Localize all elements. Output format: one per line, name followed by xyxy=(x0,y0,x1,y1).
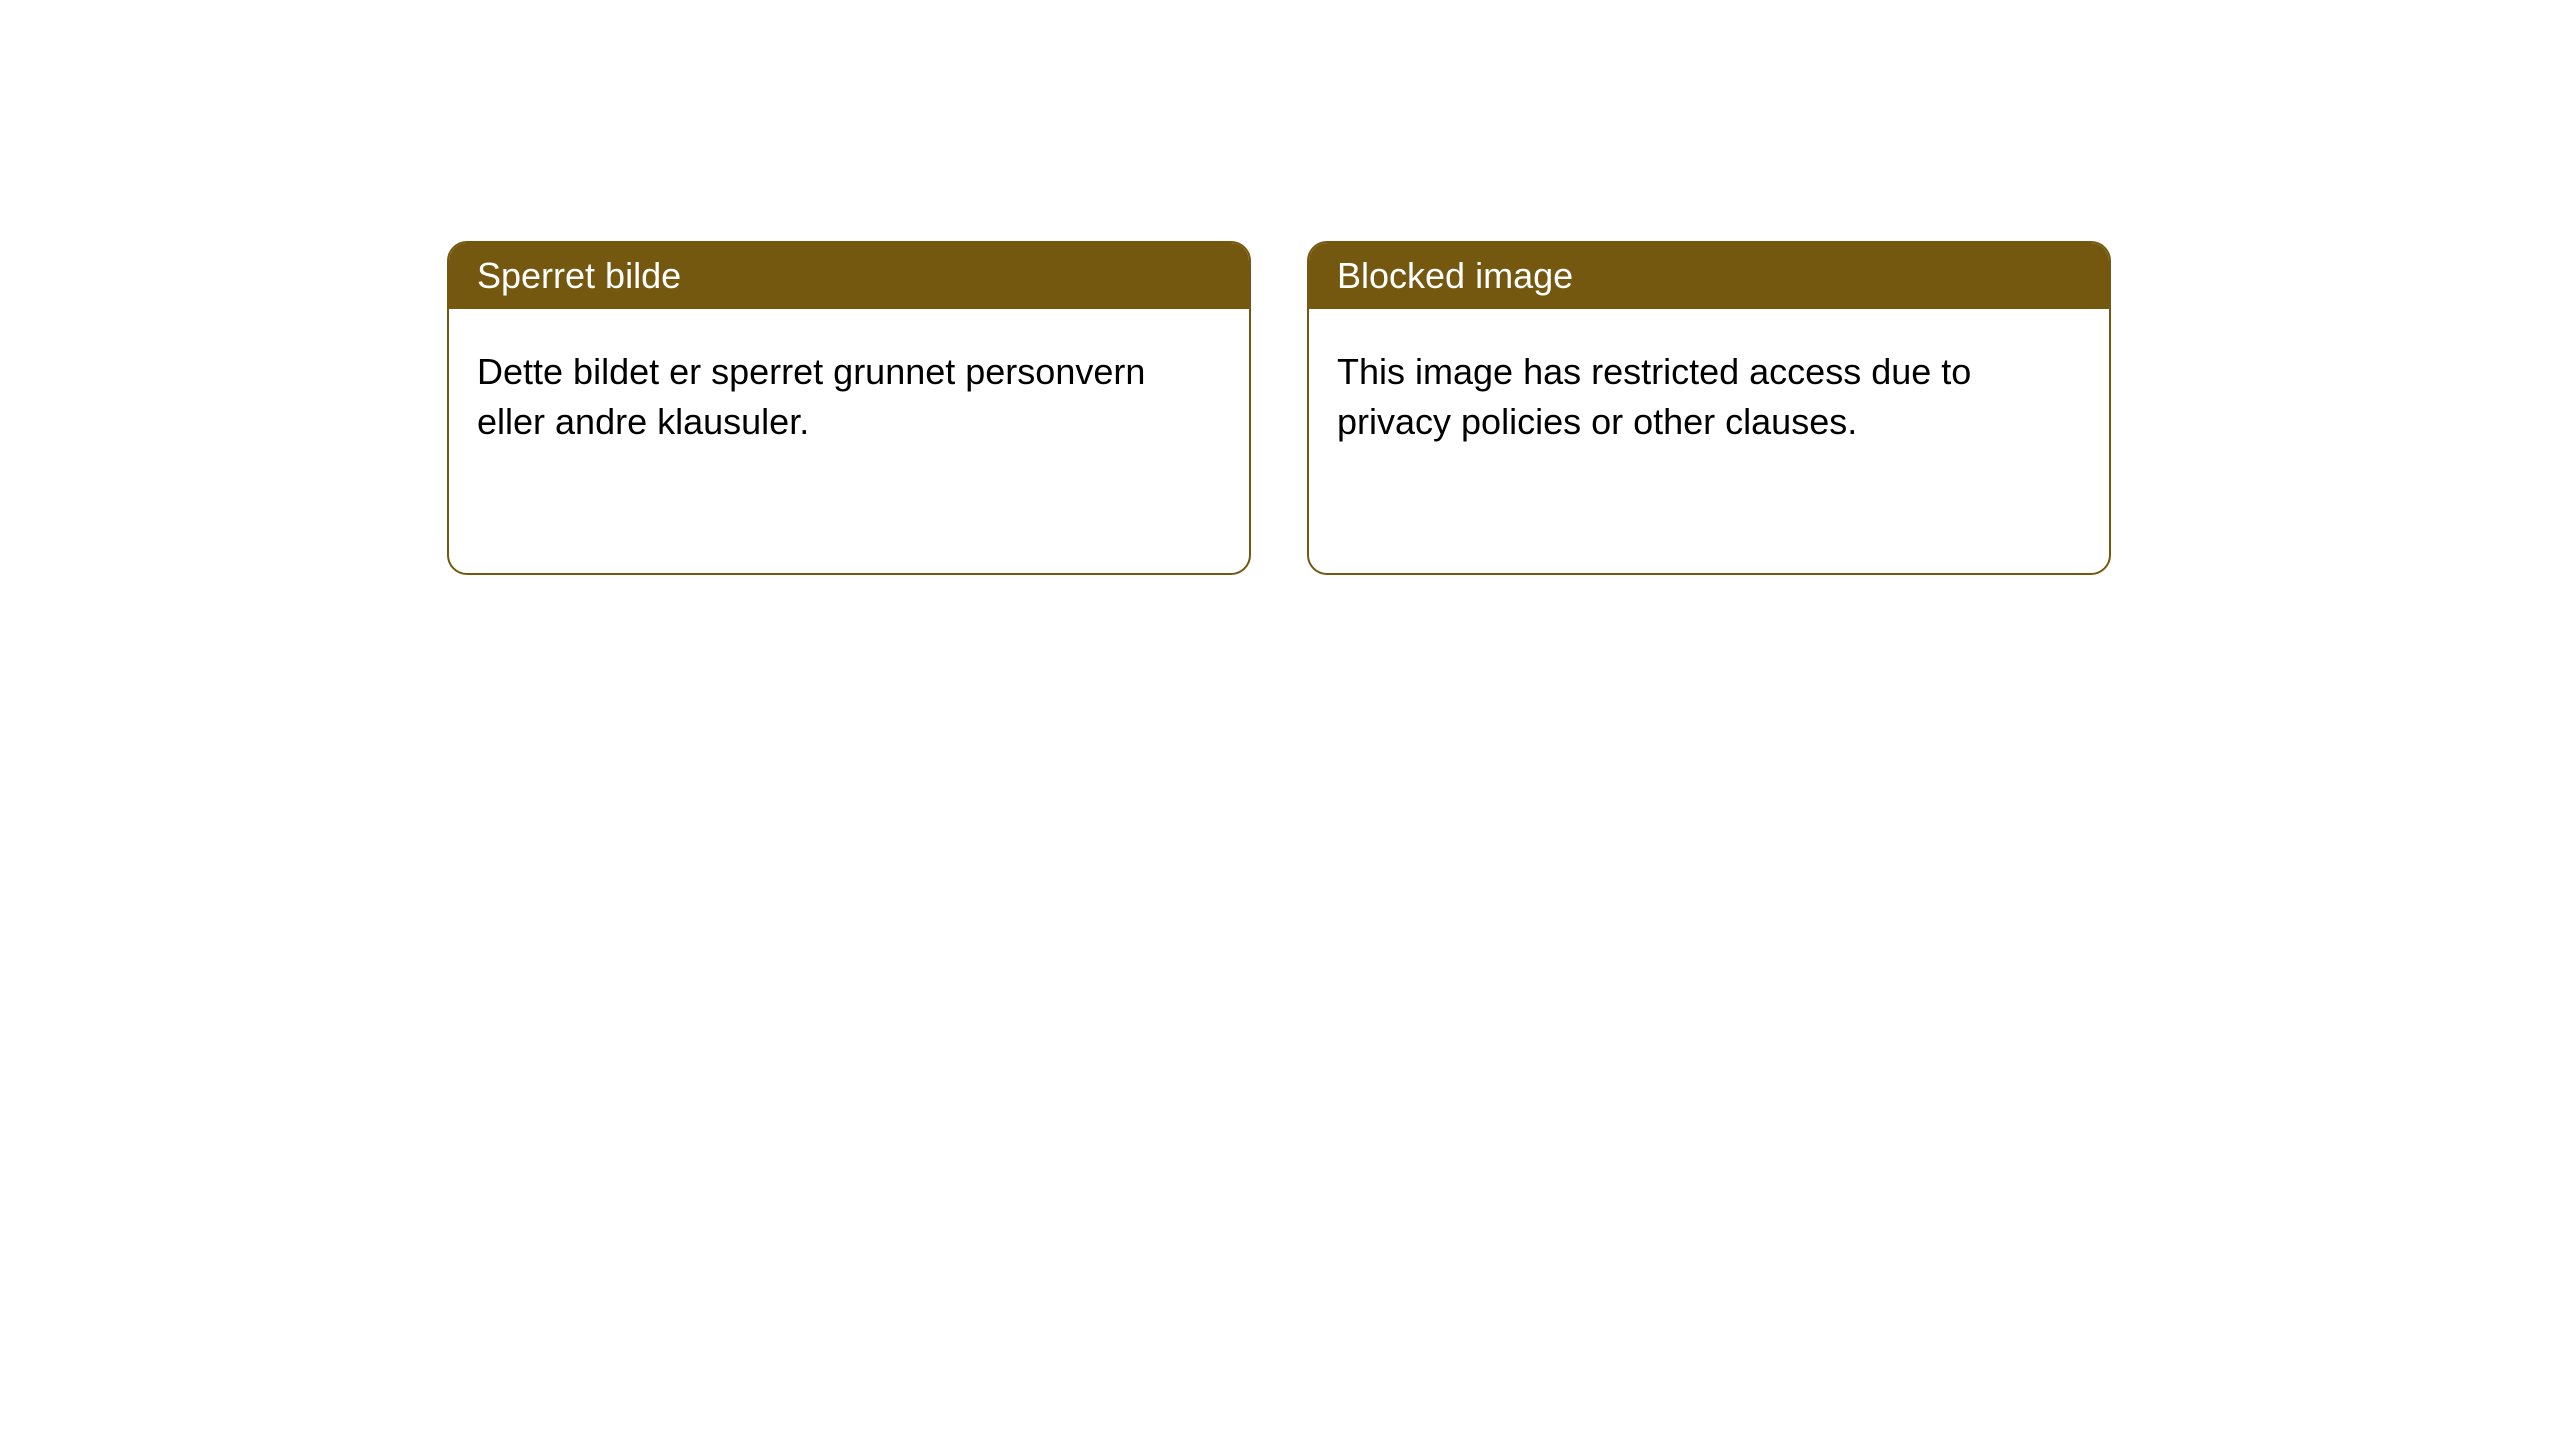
notice-body-english: This image has restricted access due to … xyxy=(1309,309,2109,486)
notice-title-english: Blocked image xyxy=(1309,243,2109,309)
notice-card-norwegian: Sperret bilde Dette bildet er sperret gr… xyxy=(447,241,1251,575)
notice-container: Sperret bilde Dette bildet er sperret gr… xyxy=(0,0,2560,575)
notice-card-english: Blocked image This image has restricted … xyxy=(1307,241,2111,575)
notice-body-norwegian: Dette bildet er sperret grunnet personve… xyxy=(449,309,1249,486)
notice-title-norwegian: Sperret bilde xyxy=(449,243,1249,309)
